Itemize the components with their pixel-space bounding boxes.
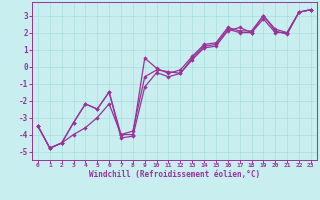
X-axis label: Windchill (Refroidissement éolien,°C): Windchill (Refroidissement éolien,°C) [89, 170, 260, 179]
